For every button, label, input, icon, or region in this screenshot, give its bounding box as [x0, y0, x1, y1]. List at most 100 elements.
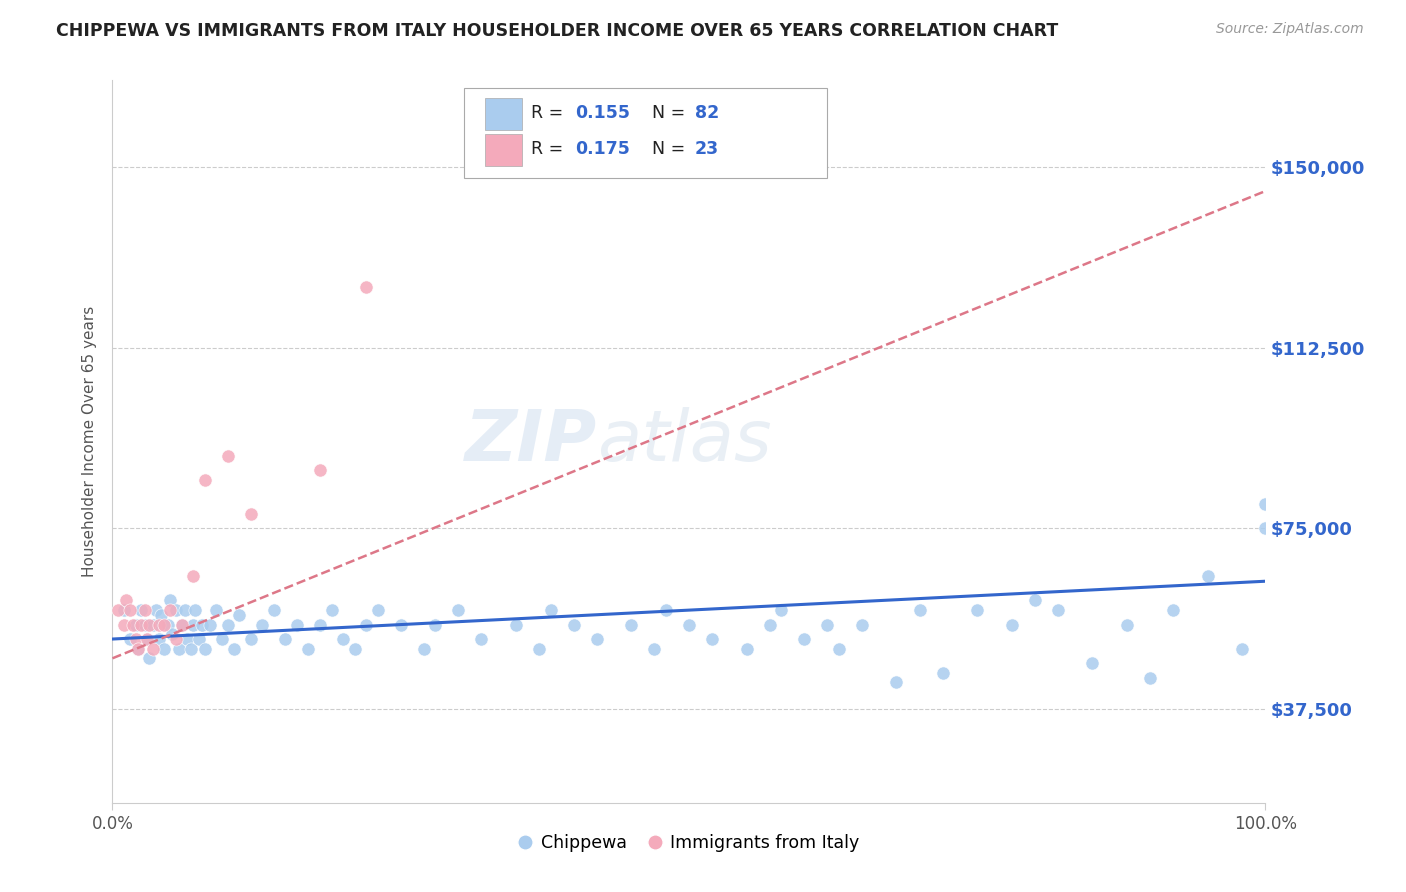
Point — [211, 632, 233, 646]
Point — [585, 632, 607, 646]
Point — [505, 617, 527, 632]
Point — [170, 617, 193, 632]
Point — [447, 603, 470, 617]
Point — [136, 632, 159, 646]
Point — [115, 593, 138, 607]
Y-axis label: Householder Income Over 65 years: Householder Income Over 65 years — [82, 306, 97, 577]
Point — [124, 632, 146, 646]
Text: atlas: atlas — [596, 407, 772, 476]
Point — [129, 603, 153, 617]
Point — [678, 617, 700, 632]
Point — [174, 603, 197, 617]
Point — [851, 617, 873, 632]
Point — [148, 632, 170, 646]
Point — [239, 507, 262, 521]
Point — [527, 641, 550, 656]
Text: N =: N = — [652, 140, 690, 158]
Text: 0.175: 0.175 — [575, 140, 630, 158]
FancyBboxPatch shape — [485, 135, 522, 166]
Point — [1001, 617, 1024, 632]
Point — [735, 641, 758, 656]
Point — [145, 603, 167, 617]
Point — [562, 617, 585, 632]
Point — [122, 617, 145, 632]
Point — [263, 603, 285, 617]
Point — [1254, 521, 1277, 535]
Point — [1254, 497, 1277, 511]
Point — [758, 617, 780, 632]
Point — [1081, 656, 1104, 670]
Point — [127, 641, 149, 656]
Point — [343, 641, 366, 656]
Point — [112, 617, 135, 632]
Point — [194, 473, 217, 487]
Point — [180, 641, 202, 656]
Point — [252, 617, 274, 632]
Point — [297, 641, 319, 656]
Point — [134, 603, 156, 617]
Point — [181, 569, 204, 583]
Text: R =: R = — [531, 103, 569, 122]
Point — [107, 603, 129, 617]
Point — [142, 617, 165, 632]
Text: ZIP: ZIP — [464, 407, 596, 476]
FancyBboxPatch shape — [485, 98, 522, 130]
Point — [321, 603, 343, 617]
Point — [309, 463, 332, 477]
Point — [389, 617, 412, 632]
Point — [127, 641, 149, 656]
Point — [159, 593, 181, 607]
Point — [153, 617, 176, 632]
Point — [165, 603, 187, 617]
Point — [149, 607, 172, 622]
Point — [136, 632, 159, 646]
Point — [931, 665, 953, 680]
Point — [966, 603, 988, 617]
Point — [156, 617, 179, 632]
Point — [1139, 671, 1161, 685]
Point — [138, 651, 160, 665]
Point — [412, 641, 434, 656]
Point — [1161, 603, 1184, 617]
Point — [170, 617, 193, 632]
Point — [222, 641, 245, 656]
Text: CHIPPEWA VS IMMIGRANTS FROM ITALY HOUSEHOLDER INCOME OVER 65 YEARS CORRELATION C: CHIPPEWA VS IMMIGRANTS FROM ITALY HOUSEH… — [56, 22, 1059, 40]
Point — [176, 632, 198, 646]
Point — [886, 675, 908, 690]
Point — [148, 617, 170, 632]
Legend: Chippewa, Immigrants from Italy: Chippewa, Immigrants from Italy — [512, 827, 866, 859]
Point — [124, 617, 146, 632]
Point — [309, 617, 332, 632]
Point — [1197, 569, 1219, 583]
Point — [367, 603, 389, 617]
Point — [153, 641, 176, 656]
Point — [354, 617, 377, 632]
Point — [134, 617, 156, 632]
Point — [118, 603, 141, 617]
Point — [793, 632, 815, 646]
Point — [138, 617, 160, 632]
Point — [700, 632, 723, 646]
Point — [620, 617, 643, 632]
Point — [191, 617, 214, 632]
Point — [165, 632, 187, 646]
Point — [129, 617, 153, 632]
Point — [332, 632, 354, 646]
Point — [540, 603, 562, 617]
Point — [828, 641, 851, 656]
Point — [181, 617, 204, 632]
Point — [112, 603, 135, 617]
Text: N =: N = — [652, 103, 690, 122]
Point — [354, 280, 377, 294]
Point — [200, 617, 222, 632]
Point — [188, 632, 211, 646]
Text: Source: ZipAtlas.com: Source: ZipAtlas.com — [1216, 22, 1364, 37]
FancyBboxPatch shape — [464, 87, 827, 178]
Point — [205, 603, 228, 617]
Point — [142, 641, 165, 656]
Point — [1232, 641, 1254, 656]
Point — [425, 617, 447, 632]
Point — [1116, 617, 1139, 632]
Point — [169, 641, 191, 656]
Text: 23: 23 — [695, 140, 718, 158]
